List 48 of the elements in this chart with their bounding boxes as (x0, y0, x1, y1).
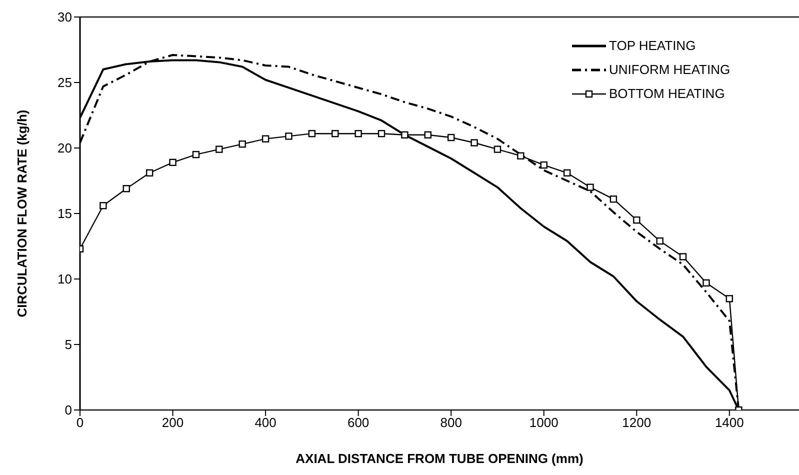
point (517, 152, 524, 160)
y-tick-label: 20 (58, 140, 72, 156)
y-tick-label: 30 (58, 10, 72, 25)
x-tick-label: 200 (162, 415, 184, 430)
point (332, 130, 339, 138)
point (238, 140, 246, 148)
point (146, 169, 154, 176)
x-tick-label: 800 (440, 415, 462, 430)
x-tick-label: 600 (347, 415, 370, 430)
x-tick-label: 400 (254, 415, 276, 430)
point (563, 169, 571, 176)
y-tick-label: 5 (64, 337, 72, 352)
point (354, 130, 362, 138)
x-tick-label: 1200 (622, 415, 652, 430)
point (192, 150, 200, 158)
point (378, 130, 386, 138)
legend-label: BOTTOM HEATING (609, 86, 725, 101)
point (122, 185, 130, 192)
point (308, 130, 316, 138)
point (447, 134, 455, 142)
point (401, 131, 408, 138)
point (679, 253, 687, 260)
x-tick-label: 1400 (714, 415, 744, 430)
point (633, 216, 640, 224)
point (169, 158, 176, 166)
point (494, 146, 502, 153)
point (262, 135, 270, 142)
y-axis-title: CIRCULATION FLOW RATE (kg/h) (14, 110, 30, 318)
y-tick-label: 25 (58, 75, 72, 90)
y-tick-label: 15 (58, 206, 72, 222)
point (285, 132, 292, 140)
x-tick-label: 1000 (529, 415, 558, 430)
point (726, 295, 734, 302)
point (424, 131, 432, 138)
legend-label: TOP HEATING (609, 38, 696, 53)
point (216, 146, 223, 153)
point (610, 195, 618, 203)
x-tick-label: 0 (76, 415, 84, 430)
point (586, 184, 594, 191)
point (702, 279, 710, 287)
y-tick-label: 0 (64, 402, 72, 418)
point (100, 202, 107, 210)
point (540, 161, 548, 169)
point (656, 237, 664, 245)
y-tick-label: 10 (58, 272, 72, 287)
legend-label: UNIFORM HEATING (609, 62, 730, 77)
point (470, 139, 478, 146)
x-axis-title: AXIAL DISTANCE FROM TUBE OPENING (mm) (296, 451, 584, 466)
